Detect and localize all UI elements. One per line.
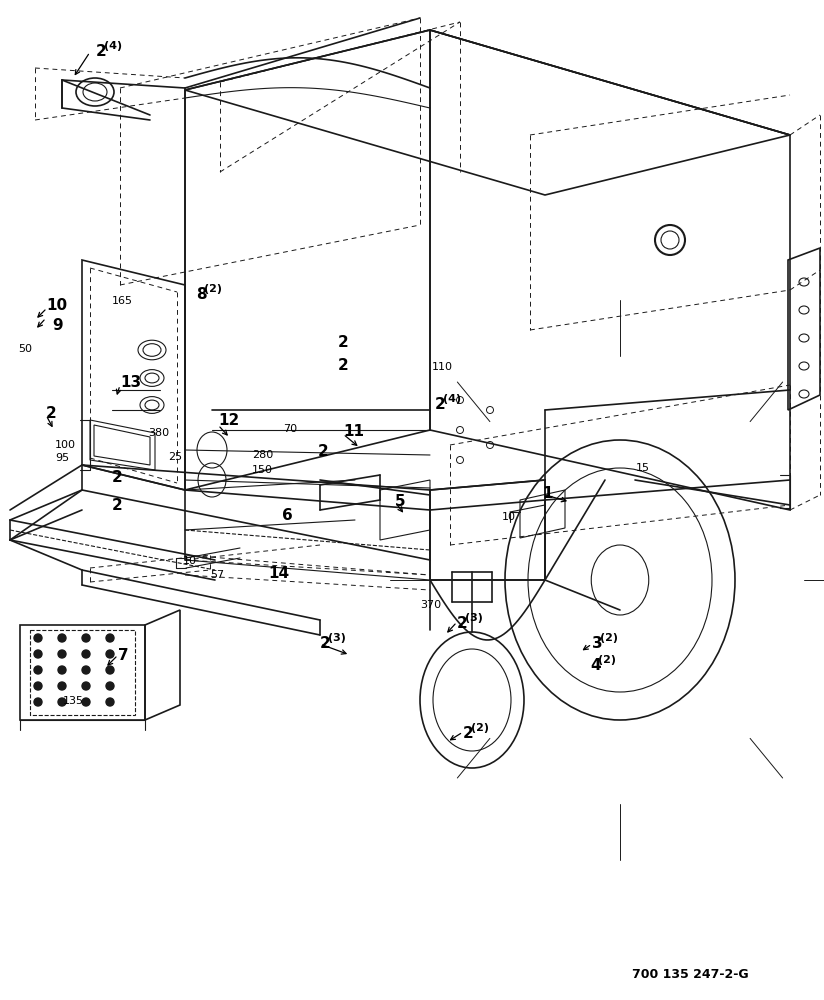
Text: 10: 10 (183, 556, 197, 566)
Text: 100: 100 (55, 440, 76, 450)
Text: 2: 2 (320, 636, 330, 651)
Text: 15: 15 (636, 463, 650, 473)
Text: 135: 135 (63, 696, 84, 706)
Text: 165: 165 (112, 296, 133, 306)
Text: 70: 70 (283, 424, 297, 434)
Text: 50: 50 (18, 344, 32, 354)
Text: 12: 12 (218, 413, 239, 428)
Text: 380: 380 (148, 428, 169, 438)
Circle shape (58, 666, 66, 674)
Text: 2: 2 (435, 397, 446, 412)
Circle shape (34, 634, 42, 642)
Text: 7: 7 (118, 648, 129, 663)
Circle shape (34, 650, 42, 658)
Text: 2: 2 (46, 406, 57, 421)
Circle shape (58, 682, 66, 690)
Text: 2: 2 (338, 358, 349, 373)
Text: 25: 25 (168, 452, 182, 462)
Text: 2: 2 (112, 470, 123, 485)
Circle shape (82, 666, 90, 674)
Text: 5: 5 (395, 494, 405, 509)
Text: 6: 6 (282, 508, 293, 523)
Circle shape (58, 698, 66, 706)
Text: 10: 10 (502, 512, 516, 522)
Circle shape (106, 634, 114, 642)
Text: (2): (2) (204, 284, 222, 294)
Text: 3: 3 (592, 636, 602, 651)
Text: (4): (4) (442, 394, 461, 404)
Text: 13: 13 (120, 375, 141, 390)
Text: (2): (2) (471, 723, 489, 733)
Circle shape (34, 682, 42, 690)
Text: (4): (4) (104, 41, 122, 51)
Text: 9: 9 (52, 318, 63, 333)
Text: 8: 8 (196, 287, 207, 302)
Text: 95: 95 (55, 453, 69, 463)
Text: 2: 2 (457, 616, 468, 631)
Text: 2: 2 (96, 44, 107, 59)
Circle shape (82, 682, 90, 690)
Text: 11: 11 (343, 424, 364, 439)
Circle shape (106, 682, 114, 690)
Circle shape (106, 650, 114, 658)
Text: 2: 2 (112, 498, 123, 513)
Text: 150: 150 (252, 465, 273, 475)
Circle shape (34, 698, 42, 706)
Text: (3): (3) (465, 613, 483, 623)
Text: 2: 2 (318, 444, 329, 459)
Text: (2): (2) (597, 655, 616, 665)
Text: 280: 280 (252, 450, 274, 460)
Text: 2: 2 (338, 335, 349, 350)
Circle shape (82, 650, 90, 658)
Text: 10: 10 (46, 298, 67, 313)
Circle shape (34, 666, 42, 674)
Circle shape (58, 634, 66, 642)
Text: (2): (2) (600, 633, 618, 643)
Text: 2: 2 (463, 726, 474, 741)
Text: 57: 57 (210, 570, 224, 580)
Circle shape (106, 666, 114, 674)
Text: 14: 14 (268, 566, 289, 581)
Circle shape (82, 698, 90, 706)
Circle shape (106, 698, 114, 706)
Text: (3): (3) (328, 633, 345, 643)
Text: 1: 1 (542, 486, 553, 501)
Text: 700 135 247-2-G: 700 135 247-2-G (632, 968, 748, 982)
Circle shape (58, 650, 66, 658)
Circle shape (82, 634, 90, 642)
Text: 4: 4 (590, 658, 601, 673)
Text: 370: 370 (420, 600, 441, 610)
Text: 110: 110 (432, 362, 453, 372)
